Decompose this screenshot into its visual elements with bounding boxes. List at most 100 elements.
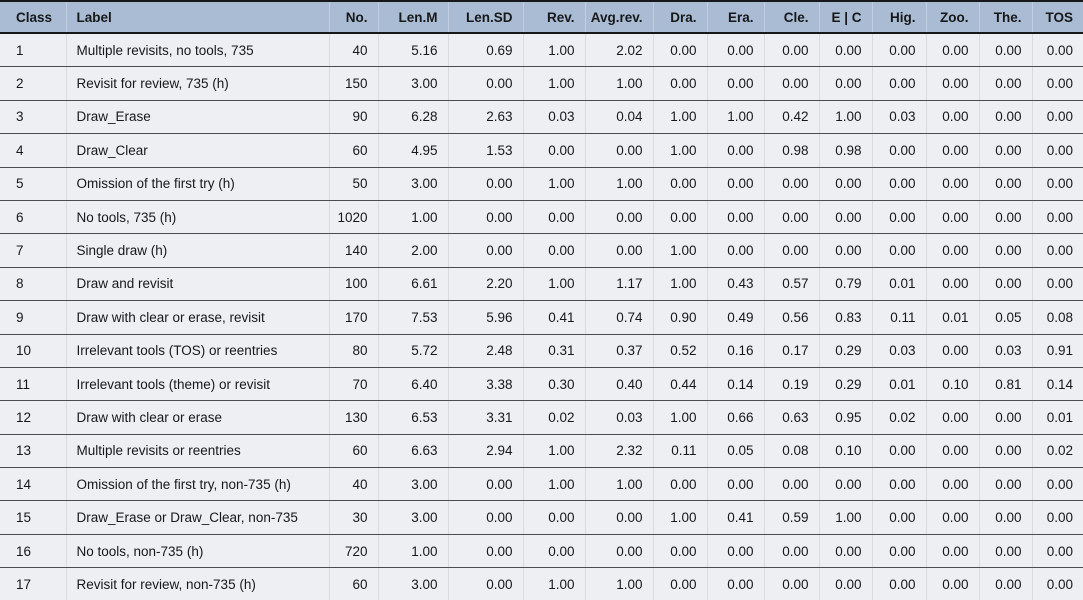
cell-the: 0.00 xyxy=(979,200,1033,235)
cell-len-sd: 2.94 xyxy=(448,434,524,469)
cell-len-m: 3.00 xyxy=(378,567,449,600)
cell-cle: 0.57 xyxy=(764,267,820,302)
cell-len-m: 6.53 xyxy=(378,400,449,435)
cell-rev: 1.00 xyxy=(523,467,586,502)
table-row: 2 Revisit for review, 735 (h) 150 3.00 0.00 1… xyxy=(0,66,1083,101)
cell-rev: 1.00 xyxy=(523,167,586,201)
cell-era: 0.43 xyxy=(707,267,765,302)
cell-era: 0.00 xyxy=(707,233,765,268)
cell-zoo: 0.00 xyxy=(926,434,980,469)
cell-label: Draw with clear or erase xyxy=(66,400,330,435)
cell-len-sd: 1.53 xyxy=(448,133,524,168)
cell-label: Irrelevant tools (TOS) or reentries xyxy=(66,334,330,368)
cell-rev: 0.00 xyxy=(523,500,586,535)
cell-e-c: 1.00 xyxy=(819,500,873,535)
cell-len-m: 2.00 xyxy=(378,233,449,268)
cell-cle: 0.19 xyxy=(764,367,820,402)
column-header-era: Era. xyxy=(707,1,765,34)
cell-e-c: 0.00 xyxy=(819,534,873,569)
cell-era: 0.05 xyxy=(707,434,765,469)
cell-e-c: 0.00 xyxy=(819,467,873,502)
cell-dra: 0.00 xyxy=(653,200,708,235)
column-header-cle: Cle. xyxy=(764,1,820,34)
cell-avg-rev: 1.00 xyxy=(585,66,654,101)
cell-len-m: 7.53 xyxy=(378,300,449,335)
column-header-the: The. xyxy=(979,1,1033,34)
cell-len-sd: 0.00 xyxy=(448,200,524,235)
cell-avg-rev: 1.00 xyxy=(585,167,654,201)
cell-label: Draw_Erase xyxy=(66,100,330,135)
cell-hig: 0.00 xyxy=(872,233,927,268)
cell-no: 170 xyxy=(329,300,379,335)
cell-the: 0.00 xyxy=(979,400,1033,435)
cell-dra: 1.00 xyxy=(653,233,708,268)
cell-rev: 1.00 xyxy=(523,267,586,302)
cell-no: 30 xyxy=(329,500,379,535)
cell-no: 80 xyxy=(329,334,379,368)
cell-zoo: 0.00 xyxy=(926,200,980,235)
cell-e-c: 0.00 xyxy=(819,567,873,600)
cell-cle: 0.00 xyxy=(764,33,820,68)
cell-no: 130 xyxy=(329,400,379,435)
cell-no: 40 xyxy=(329,467,379,502)
cell-hig: 0.00 xyxy=(872,167,927,201)
cell-the: 0.00 xyxy=(979,233,1033,268)
column-header-dra: Dra. xyxy=(653,1,708,34)
cell-len-m: 6.61 xyxy=(378,267,449,302)
cell-zoo: 0.00 xyxy=(926,567,980,600)
cell-hig: 0.01 xyxy=(872,267,927,302)
cell-tos: 0.00 xyxy=(1032,200,1083,235)
table-row: 16 No tools, non-735 (h) 720 1.00 0.00 0.00 0.… xyxy=(0,534,1083,569)
cell-the: 0.00 xyxy=(979,33,1033,68)
cell-avg-rev: 2.02 xyxy=(585,33,654,68)
cell-dra: 1.00 xyxy=(653,133,708,168)
cell-avg-rev: 0.00 xyxy=(585,233,654,268)
cell-no: 100 xyxy=(329,267,379,302)
cell-avg-rev: 2.32 xyxy=(585,434,654,469)
cell-class: 3 xyxy=(0,100,67,135)
cell-no: 60 xyxy=(329,567,379,600)
cell-cle: 0.00 xyxy=(764,233,820,268)
cell-tos: 0.00 xyxy=(1032,567,1083,600)
cell-len-m: 5.72 xyxy=(378,334,449,368)
cell-era: 0.00 xyxy=(707,567,765,600)
table-row: 1 Multiple revisits, no tools, 735 40 5.16 0… xyxy=(0,33,1083,68)
cell-no: 40 xyxy=(329,33,379,68)
cell-e-c: 1.00 xyxy=(819,100,873,135)
cell-cle: 0.00 xyxy=(764,467,820,502)
cell-hig: 0.03 xyxy=(872,100,927,135)
cell-tos: 0.00 xyxy=(1032,500,1083,535)
cell-the: 0.00 xyxy=(979,100,1033,135)
cell-cle: 0.00 xyxy=(764,567,820,600)
cell-zoo: 0.00 xyxy=(926,400,980,435)
cell-e-c: 0.10 xyxy=(819,434,873,469)
cell-hig: 0.00 xyxy=(872,133,927,168)
cell-rev: 0.00 xyxy=(523,133,586,168)
cell-hig: 0.00 xyxy=(872,534,927,569)
cell-label: Omission of the first try, non-735 (h) xyxy=(66,467,330,502)
cell-e-c: 0.00 xyxy=(819,233,873,268)
column-header-no: No. xyxy=(329,1,379,34)
cell-label: No tools, non-735 (h) xyxy=(66,534,330,569)
cell-label: Revisit for review, 735 (h) xyxy=(66,66,330,101)
cell-era: 0.00 xyxy=(707,133,765,168)
cell-len-sd: 2.63 xyxy=(448,100,524,135)
table-row: 7 Single draw (h) 140 2.00 0.00 0.00 0.00 1.00 0… xyxy=(0,233,1083,268)
cell-cle: 0.98 xyxy=(764,133,820,168)
cell-no: 60 xyxy=(329,434,379,469)
cell-class: 2 xyxy=(0,66,67,101)
cell-avg-rev: 0.40 xyxy=(585,367,654,402)
cell-era: 0.49 xyxy=(707,300,765,335)
table-row: 17 Revisit for review, non-735 (h) 60 3.00 0… xyxy=(0,567,1083,600)
cell-zoo: 0.00 xyxy=(926,133,980,168)
cell-class: 7 xyxy=(0,233,67,268)
cell-the: 0.00 xyxy=(979,534,1033,569)
cell-class: 5 xyxy=(0,167,67,201)
cell-era: 0.00 xyxy=(707,33,765,68)
cell-class: 16 xyxy=(0,534,67,569)
table-row: 6 No tools, 735 (h) 1020 1.00 0.00 0.00 0.00 0.… xyxy=(0,200,1083,235)
cell-no: 140 xyxy=(329,233,379,268)
cell-label: Draw with clear or erase, revisit xyxy=(66,300,330,335)
cell-class: 13 xyxy=(0,434,67,469)
cell-dra: 0.11 xyxy=(653,434,708,469)
